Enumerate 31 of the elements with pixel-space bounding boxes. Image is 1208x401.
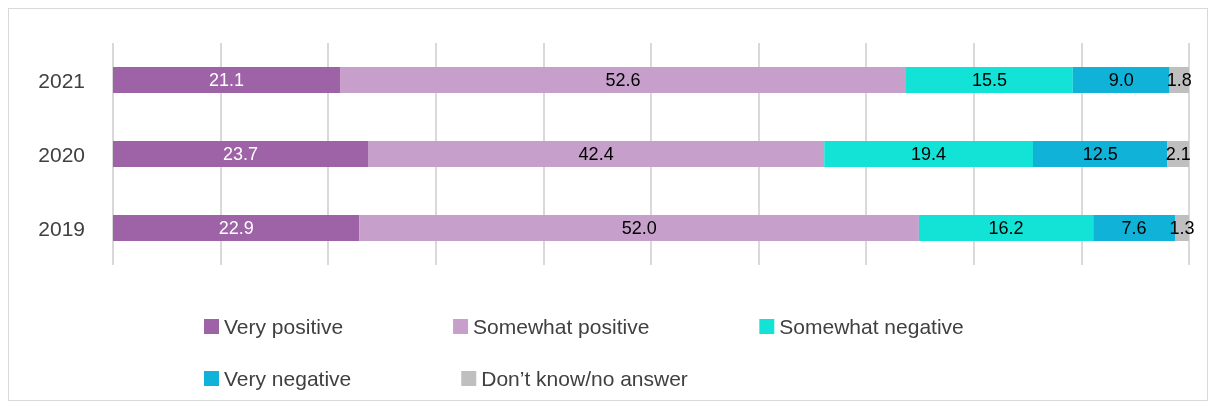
bar <box>918 215 1094 241</box>
legend-label: Don’t know/no answer <box>481 367 688 390</box>
data-label: 7.6 <box>1121 218 1147 238</box>
bar <box>368 141 825 167</box>
bar <box>113 141 369 167</box>
data-label: 9.0 <box>1108 70 1134 90</box>
legend-label: Somewhat negative <box>779 315 964 338</box>
legend-label: Very positive <box>224 315 344 338</box>
y-tick-label: 2020 <box>38 142 85 166</box>
data-label: 12.5 <box>1082 144 1118 164</box>
bar <box>113 67 341 93</box>
legend-label: Very negative <box>224 367 352 390</box>
bar <box>906 67 1073 93</box>
data-label: 23.7 <box>222 144 259 164</box>
bar <box>1072 67 1170 93</box>
data-label: 42.4 <box>578 144 614 164</box>
data-label: 16.2 <box>988 218 1024 238</box>
y-tick-label: 2019 <box>38 216 85 240</box>
bar <box>113 215 360 241</box>
data-label: 22.9 <box>218 218 254 238</box>
data-label: 21.1 <box>208 70 245 90</box>
bar <box>340 67 907 93</box>
data-label: 52.0 <box>621 218 657 238</box>
bar <box>1032 141 1168 167</box>
bar <box>824 141 1033 167</box>
data-label: 52.6 <box>605 70 641 90</box>
y-tick-label: 2021 <box>38 68 85 92</box>
data-label: 19.4 <box>911 144 947 164</box>
legend-label: Somewhat positive <box>473 315 650 338</box>
bar <box>359 215 919 241</box>
data-label: 15.5 <box>971 70 1007 90</box>
